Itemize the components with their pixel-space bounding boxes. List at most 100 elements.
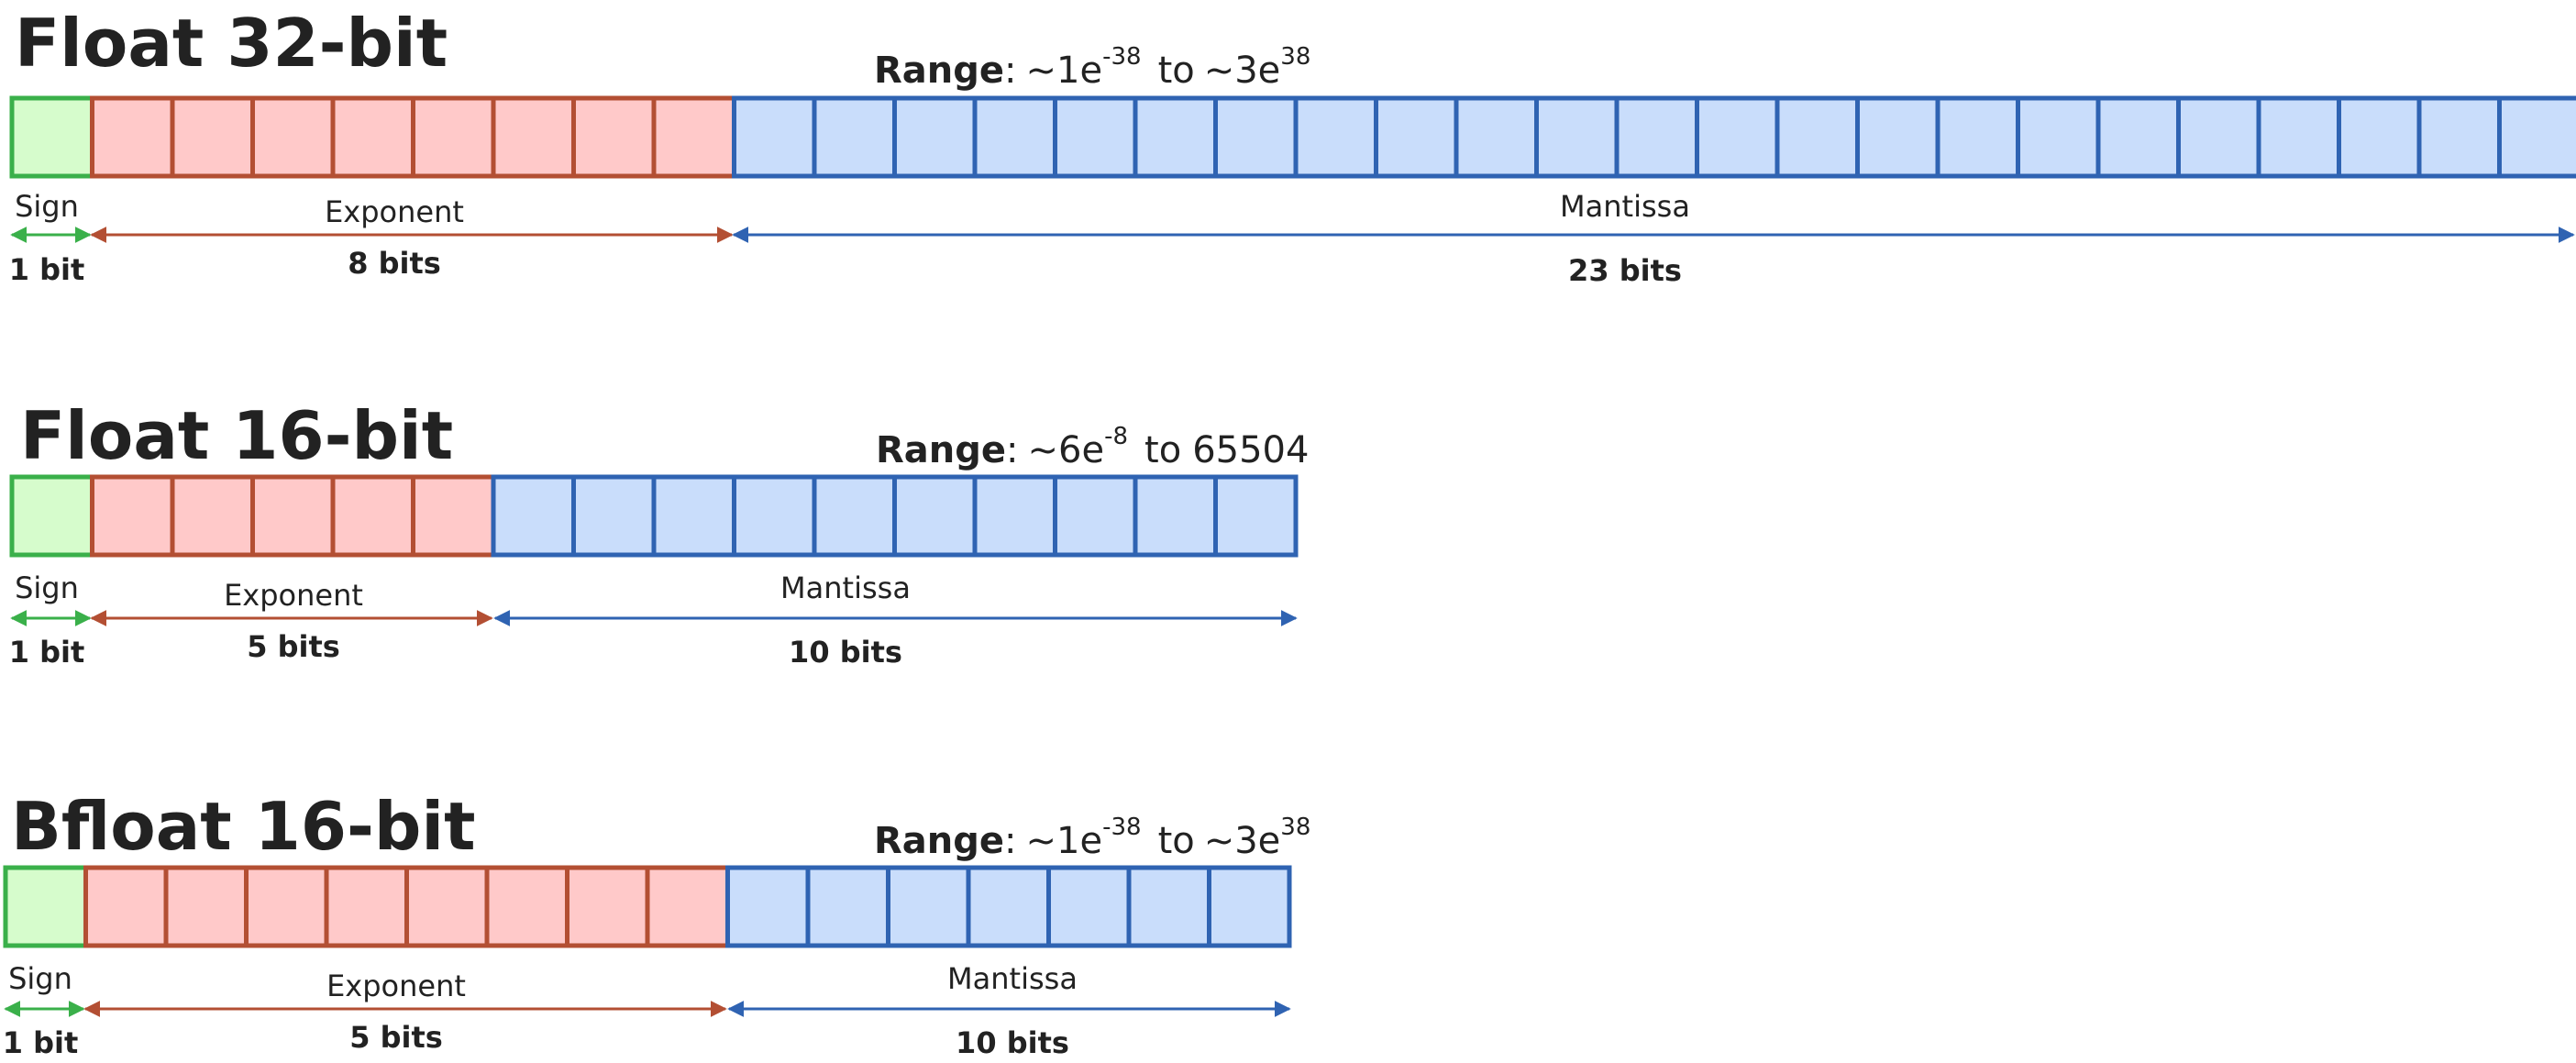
format-title: Bfloat 16-bit [11, 788, 476, 865]
range-to: to [1144, 429, 1181, 471]
range-max: ~3e [1204, 820, 1281, 862]
sign-label: Sign [8, 961, 72, 996]
exponent-bit-cell [330, 474, 415, 558]
exponent-bit-cell [83, 865, 169, 948]
sign-label: Sign [15, 570, 79, 605]
sign-bit-cell [9, 95, 94, 179]
mantissa-field-border [491, 474, 1299, 558]
mantissa-bits: 10 bits [956, 1025, 1069, 1060]
mantissa-bit-cell [1534, 95, 1620, 179]
range-max-exponent: 38 [1280, 814, 1310, 841]
range-min: ~1e [1026, 50, 1103, 92]
mantissa-bits: 23 bits [1568, 253, 1682, 288]
mantissa-bit-cell [725, 865, 811, 948]
exponent-bit-cell [404, 865, 490, 948]
mantissa-label: Mantissa [1560, 189, 1690, 224]
range-label: Range [874, 50, 1004, 92]
sign-bit-cell [9, 474, 94, 558]
range-min-exponent: -38 [1102, 814, 1141, 841]
exponent-bit-cell [250, 95, 336, 179]
range-label: Range [874, 820, 1004, 862]
exponent-bit-cell [90, 95, 175, 179]
exponent-bit-cell [565, 865, 650, 948]
mantissa-bit-cell [886, 865, 971, 948]
sign-bit-cell [3, 865, 88, 948]
mantissa-bit-cell [732, 95, 817, 179]
mantissa-bit-cell [1855, 95, 1940, 179]
mantissa-bit-cell [571, 474, 657, 558]
range-label: Range [876, 429, 1006, 471]
range-min-exponent: -38 [1102, 43, 1141, 71]
mantissa-bit-cell [1454, 95, 1539, 179]
exponent-bit-cell [651, 95, 736, 179]
range-readout: Range: ~1e-38 to ~3e38 [874, 43, 1310, 92]
mantissa-bit-cell [1213, 474, 1299, 558]
mantissa-label: Mantissa [947, 961, 1078, 996]
bit-cells [9, 474, 1299, 558]
mantissa-bit-cell [1126, 865, 1211, 948]
mantissa-bit-cell [2256, 95, 2341, 179]
exponent-bit-cell [90, 474, 175, 558]
exponent-label: Exponent [224, 578, 363, 613]
sign-label: Sign [15, 189, 79, 224]
mantissa-bit-cell [1695, 95, 1780, 179]
mantissa-bit-cell [1213, 95, 1299, 179]
exponent-bits: 5 bits [349, 1020, 443, 1055]
mantissa-bit-cell [1053, 474, 1138, 558]
exponent-bit-cell [250, 474, 336, 558]
format-bfloat16: Bfloat 16-bit Range: ~1e-38 to ~3e38 Sign 1… [3, 788, 1311, 1060]
exponent-bit-cell [491, 95, 576, 179]
mantissa-bit-cell [805, 865, 890, 948]
mantissa-bit-cell [1053, 95, 1138, 179]
mantissa-bit-cell [812, 95, 897, 179]
exponent-bit-cell [170, 95, 255, 179]
format-title: Float 16-bit [20, 397, 453, 474]
mantissa-bit-cell [1614, 95, 1699, 179]
mantissa-bit-cell [1207, 865, 1292, 948]
mantissa-bit-cell [812, 474, 897, 558]
range-max-exponent: 38 [1280, 43, 1310, 71]
mantissa-bit-cell [1133, 474, 1218, 558]
mantissa-bit-cell [1293, 95, 1378, 179]
sign-bits: 1 bit [9, 252, 85, 287]
exponent-bit-cell [484, 865, 569, 948]
exponent-bit-cell [324, 865, 409, 948]
format-title: Float 32-bit [15, 5, 448, 82]
exponent-bit-cell [411, 474, 496, 558]
mantissa-bit-cell [732, 474, 817, 558]
mantissa-bit-cell [1133, 95, 1218, 179]
range-max: ~3e [1204, 50, 1281, 92]
sign-bits: 1 bit [3, 1025, 79, 1060]
range-readout: Range: ~1e-38 to ~3e38 [874, 814, 1310, 862]
range-min-exponent: -8 [1104, 423, 1128, 450]
bit-cells [3, 865, 1292, 948]
range-max: 65504 [1192, 429, 1309, 471]
mantissa-bit-cell [651, 474, 736, 558]
range-readout: Range: ~6e-8 to 65504 [876, 423, 1309, 471]
mantissa-bit-cell [2337, 95, 2422, 179]
mantissa-label: Mantissa [780, 570, 911, 605]
mantissa-bit-cell [972, 95, 1057, 179]
mantissa-bit-cell [2095, 95, 2181, 179]
format-float32: Float 32-bit Range: ~1e-38 to ~3e38 Sign 1 … [9, 5, 2576, 288]
exponent-bit-cell [170, 474, 255, 558]
mantissa-bit-cell [966, 865, 1051, 948]
format-float16: Float 16-bit Range: ~6e-8 to 65504 Sign 1 b… [9, 397, 1310, 670]
exponent-bit-cell [330, 95, 415, 179]
mantissa-bit-cell [2416, 95, 2502, 179]
mantissa-bit-cell [2176, 95, 2261, 179]
mantissa-bit-cell [1935, 95, 2020, 179]
range-to: to [1158, 820, 1195, 862]
mantissa-bit-cell [1374, 95, 1459, 179]
range-to: to [1158, 50, 1195, 92]
bit-cells [9, 95, 2576, 179]
exponent-bit-cell [645, 865, 730, 948]
mantissa-bit-cell [1774, 95, 1860, 179]
mantissa-bit-cell [1046, 865, 1132, 948]
mantissa-bit-cell [2016, 95, 2101, 179]
range-min: ~6e [1028, 429, 1105, 471]
exponent-bit-cell [571, 95, 657, 179]
exponent-bit-cell [163, 865, 249, 948]
exponent-bit-cell [244, 865, 329, 948]
